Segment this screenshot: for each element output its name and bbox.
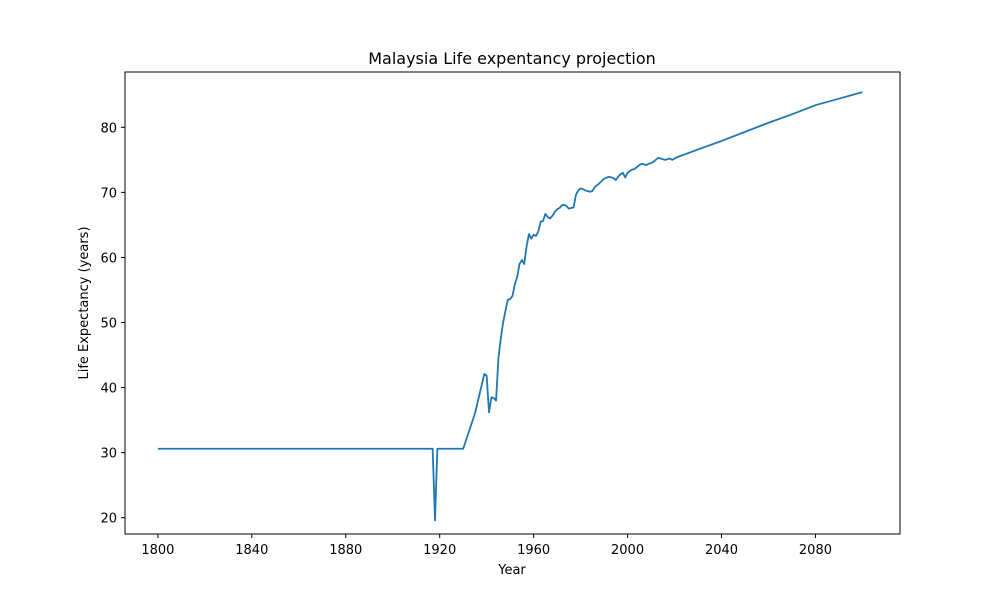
x-axis: 1800 1840 1880 1920 1960 2000 2040 2080 bbox=[141, 534, 832, 558]
x-tick-label: 2000 bbox=[611, 543, 644, 558]
x-tick-label: 2040 bbox=[705, 543, 738, 558]
y-tick-label: 80 bbox=[100, 121, 117, 136]
y-tick-label: 40 bbox=[100, 382, 117, 397]
x-axis-label: Year bbox=[497, 563, 526, 578]
plot-area bbox=[124, 71, 901, 535]
y-axis: 20 30 40 50 60 70 80 bbox=[100, 121, 125, 527]
y-tick-label: 70 bbox=[100, 186, 117, 201]
x-tick-label: 2080 bbox=[799, 543, 832, 558]
x-tick-label: 1960 bbox=[517, 543, 550, 558]
y-tick-label: 30 bbox=[100, 447, 117, 462]
y-tick-label: 50 bbox=[100, 317, 117, 332]
x-tick-label: 1920 bbox=[423, 543, 456, 558]
x-tick-label: 1840 bbox=[235, 543, 268, 558]
y-tick-label: 60 bbox=[100, 251, 117, 266]
life-expectancy-line bbox=[157, 91, 863, 522]
y-tick-label: 20 bbox=[100, 512, 117, 527]
y-axis-label: Life Expectancy (years) bbox=[77, 226, 92, 379]
x-tick-label: 1880 bbox=[329, 543, 362, 558]
chart-title: Malaysia Life expentancy projection bbox=[368, 49, 656, 68]
x-tick-label: 1800 bbox=[141, 543, 174, 558]
